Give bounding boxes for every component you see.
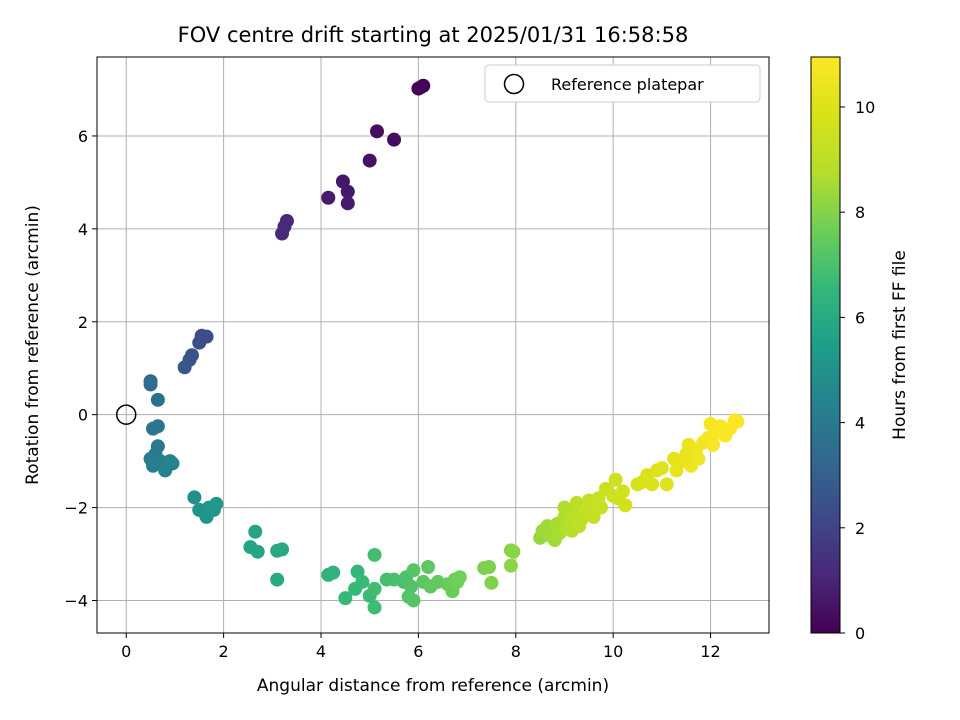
data-point <box>557 500 572 515</box>
colorbar-tick-label: 0 <box>855 624 865 643</box>
data-point <box>406 593 421 608</box>
plot-area: 0 2 4 6 8 10 12 −4 −2 0 2 4 6 <box>64 56 770 661</box>
colorbar-tick-label: 6 <box>855 308 865 327</box>
data-point <box>250 544 265 559</box>
data-point <box>594 500 608 515</box>
data-point <box>615 484 630 499</box>
x-tick-label: 6 <box>413 642 423 661</box>
data-point <box>706 437 720 452</box>
data-point <box>452 570 467 585</box>
y-axis-label: Rotation from reference (arcmin) <box>23 205 43 485</box>
y-tick-label: −2 <box>64 499 88 518</box>
x-tick-label: 12 <box>700 642 720 661</box>
data-point <box>177 360 192 375</box>
x-tick-label: 10 <box>603 642 623 661</box>
data-points <box>143 78 745 615</box>
data-point <box>275 226 290 241</box>
legend-entry-reference: Reference platepar <box>551 75 704 94</box>
data-point <box>367 547 382 562</box>
y-tick-label: 2 <box>78 313 88 332</box>
data-point <box>506 544 521 559</box>
data-point <box>150 392 165 407</box>
data-point <box>338 591 353 606</box>
colorbar-tick-label: 10 <box>855 98 875 117</box>
data-point <box>691 451 706 466</box>
plot-background <box>97 57 769 633</box>
data-point <box>421 560 436 575</box>
data-point <box>406 563 421 578</box>
reference-point <box>115 404 137 425</box>
data-point <box>326 565 341 580</box>
x-tick-label: 8 <box>511 642 521 661</box>
data-point <box>608 472 623 487</box>
x-tick-label: 4 <box>316 642 326 661</box>
data-point <box>146 421 160 436</box>
data-point <box>340 184 355 199</box>
x-axis-label: Angular distance from reference (arcmin) <box>257 676 609 696</box>
data-point <box>387 132 402 147</box>
data-point <box>370 124 384 139</box>
data-point <box>209 496 224 511</box>
data-point <box>163 454 178 469</box>
data-point <box>654 461 669 476</box>
colorbar: 0 2 4 6 8 10 Hours from first FF file <box>810 56 910 643</box>
data-point <box>367 600 382 615</box>
data-point <box>321 190 336 205</box>
reference-marker <box>115 404 137 425</box>
colorbar-ticks: 0 2 4 6 8 10 <box>840 98 875 643</box>
y-axis-ticks: −4 −2 0 2 4 6 <box>64 127 97 610</box>
data-point <box>367 581 382 596</box>
x-tick-label: 0 <box>121 642 131 661</box>
data-point <box>355 574 370 589</box>
legend-marker <box>503 73 525 95</box>
data-point <box>645 477 660 492</box>
data-point <box>482 560 496 575</box>
chart-title: FOV centre drift starting at 2025/01/31 … <box>178 23 689 47</box>
data-point <box>187 490 202 505</box>
data-point <box>146 458 160 473</box>
x-axis-ticks: 0 2 4 6 8 10 12 <box>121 633 721 661</box>
colorbar-tick-label: 2 <box>855 519 865 538</box>
colorbar-tick-label: 4 <box>855 414 865 433</box>
data-point <box>569 495 584 510</box>
data-point <box>248 524 263 539</box>
data-point <box>275 542 290 557</box>
y-tick-label: 4 <box>78 220 88 239</box>
data-point <box>618 498 633 513</box>
legend-box <box>484 64 761 103</box>
y-tick-label: 6 <box>78 127 88 146</box>
colorbar-gradient <box>810 56 841 634</box>
data-point <box>340 196 355 211</box>
y-tick-label: 0 <box>78 406 88 425</box>
colorbar-label: Hours from first FF file <box>890 250 910 440</box>
data-point <box>730 414 745 429</box>
data-point <box>362 153 377 168</box>
x-tick-label: 2 <box>219 642 229 661</box>
data-point <box>270 572 285 587</box>
y-tick-label: −4 <box>64 591 88 610</box>
data-point <box>503 558 518 573</box>
colorbar-tick-label: 8 <box>855 203 865 222</box>
data-point <box>143 377 158 392</box>
data-point <box>484 575 499 590</box>
plot-border <box>96 56 770 634</box>
data-point <box>192 335 207 350</box>
legend: Reference platepar <box>484 64 761 103</box>
data-point <box>411 81 426 96</box>
data-point <box>659 477 674 492</box>
